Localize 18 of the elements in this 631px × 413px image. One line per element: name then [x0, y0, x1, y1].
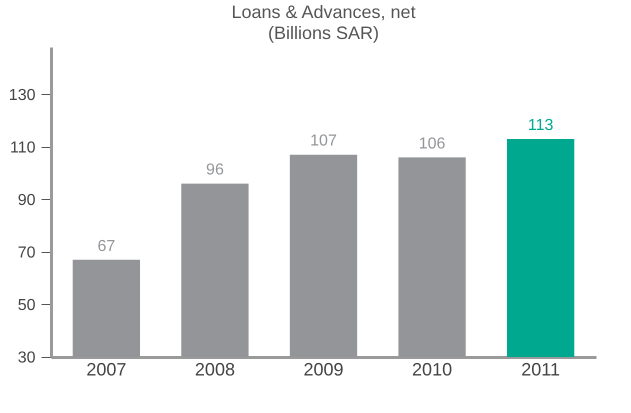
x-tick-label: 2007 — [86, 360, 126, 380]
chart-title: Loans & Advances, net — [231, 2, 416, 22]
x-tick-label: 2011 — [521, 360, 560, 380]
x-tick-label: 2010 — [412, 360, 452, 380]
y-tick-label: 30 — [18, 350, 36, 366]
y-tick-label: 110 — [10, 139, 36, 156]
data-label: 96 — [206, 162, 224, 179]
data-label: 67 — [97, 238, 116, 255]
y-tick-label: 90 — [18, 192, 36, 209]
data-label: 113 — [528, 116, 554, 134]
y-tick-label: 50 — [18, 296, 36, 314]
data-label: 106 — [418, 135, 446, 152]
chart-subtitle: (Billions SAR) — [268, 23, 380, 43]
y-tick-label: 130 — [8, 86, 36, 104]
data-label: 107 — [310, 132, 337, 150]
x-tick-label: 2009 — [303, 360, 344, 380]
y-tick-label: 70 — [18, 244, 36, 262]
x-tick-label: 2008 — [194, 360, 235, 380]
